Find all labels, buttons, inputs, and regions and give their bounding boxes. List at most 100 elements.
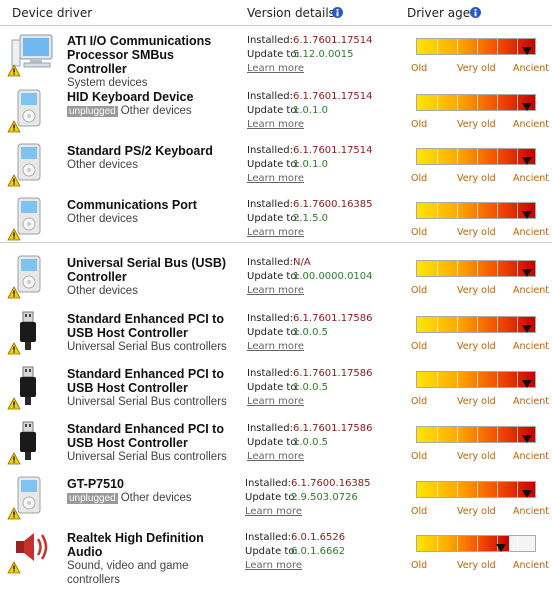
icon-part: [16, 541, 24, 553]
learn-more-link[interactable]: Learn more: [247, 173, 305, 184]
update-version: 1.0.1.0: [293, 159, 328, 170]
icon-part: [23, 62, 51, 68]
installed-version: N/A: [293, 257, 311, 268]
icon: [7, 255, 41, 299]
age-segment: [437, 261, 438, 276]
age-scale-label: Very old: [457, 63, 496, 74]
age-fill: [417, 372, 535, 387]
driver-name: Standard Enhanced PCI to USB Host Contro…: [67, 367, 224, 395]
learn-more-link[interactable]: Learn more: [247, 63, 305, 74]
age-marker: [522, 483, 532, 502]
age-segment: [517, 482, 518, 497]
age-scale-label: Ancient: [513, 341, 549, 352]
age-fill: [417, 317, 535, 332]
icon-part: [13, 124, 15, 129]
category-text: Sound, video and game controllers: [67, 560, 189, 586]
update-label: Update to:: [247, 437, 300, 448]
age-scale-label: Old: [411, 506, 428, 517]
installed-line: Installed: 6.1.7601.17514: [247, 144, 373, 158]
age-segment: [477, 39, 478, 54]
device-icon: [6, 475, 54, 525]
category-text: Other devices: [120, 492, 192, 504]
marker-triangle: [522, 211, 532, 219]
learn-more-link[interactable]: Learn more: [247, 451, 305, 462]
driver-row: Communications Port Other devices Installe…: [0, 194, 552, 248]
learn-more-link[interactable]: Learn more: [247, 285, 305, 296]
age-segment: [457, 372, 458, 387]
installed-version: 6.0.1.6526: [291, 532, 346, 543]
device-icon: [6, 88, 54, 138]
learn-more-link[interactable]: Learn more: [247, 341, 305, 352]
icon-part: [13, 295, 15, 297]
icon-part: [21, 147, 37, 159]
learn-more-link[interactable]: Learn more: [247, 227, 305, 238]
icon-part: [13, 237, 15, 239]
age-segment: [437, 536, 438, 551]
age-scale-label: Ancient: [513, 173, 549, 184]
driver-category: Universal Serial Bus controllers: [67, 450, 242, 464]
icon-part: [13, 406, 15, 408]
update-label: Update to:: [245, 492, 298, 503]
age-scale-label: Old: [411, 119, 428, 130]
icon-part: [25, 342, 31, 350]
age-scale-label: Very old: [457, 285, 496, 296]
icon: [7, 197, 41, 241]
driver-category: System devices: [67, 76, 242, 90]
update-version: 2.1.5.0: [293, 213, 328, 224]
marker-triangle: [522, 103, 532, 111]
age-segment: [457, 149, 458, 164]
installed-line: Installed: 6.0.1.6526: [245, 531, 345, 545]
category-text: Universal Serial Bus controllers: [67, 451, 227, 463]
learn-more-link[interactable]: Learn more: [247, 119, 305, 130]
icon-part: [21, 259, 37, 271]
age-segment: [517, 95, 518, 110]
marker-triangle: [522, 157, 532, 165]
update-line: Update to: 2.1.5.0: [247, 212, 328, 226]
icon-part: [36, 538, 42, 556]
icon: [7, 143, 41, 187]
installed-label: Installed:: [247, 368, 293, 379]
update-version: 1.0.0.5: [293, 382, 328, 393]
icon-part: [27, 222, 31, 226]
driver-category: Sound, video and game controllers: [67, 559, 242, 587]
installed-version: 6.1.7601.17586: [293, 423, 373, 434]
age-segment: [517, 427, 518, 442]
info-icon[interactable]: [470, 7, 481, 18]
installed-line: Installed: N/A: [247, 256, 311, 270]
driver-name: Standard PS/2 Keyboard: [67, 144, 213, 158]
age-segment: [497, 261, 498, 276]
icon-part: [7, 286, 21, 299]
learn-more-link[interactable]: Learn more: [245, 560, 303, 571]
device-icon: [6, 420, 54, 470]
icon-part: [7, 342, 21, 355]
icon-part: [13, 178, 15, 183]
installed-version: 6.1.7600.16385: [291, 478, 371, 489]
learn-more-link[interactable]: Learn more: [247, 396, 305, 407]
category-text: System devices: [67, 77, 148, 89]
age-segment: [517, 203, 518, 218]
update-line: Update to: 5.12.0.0015: [247, 48, 353, 62]
age-segment: [477, 482, 478, 497]
driver-row: ATI I/O Communications Processor SMBus C…: [0, 30, 552, 89]
icon-part: [22, 311, 34, 323]
icon-part: [7, 174, 21, 187]
age-segment: [497, 427, 498, 442]
status-tag: unplugged: [67, 106, 118, 117]
icon: [7, 89, 41, 133]
icon-part: [29, 369, 31, 372]
age-bar: [416, 38, 536, 55]
icon-part: [7, 452, 21, 465]
installed-version: 6.1.7601.17586: [293, 313, 373, 324]
icon-part: [20, 432, 36, 452]
age-scale-label: Old: [411, 341, 428, 352]
age-fill: [417, 482, 535, 497]
info-icon[interactable]: [332, 7, 343, 18]
age-segment: [437, 95, 438, 110]
icon-part: [13, 68, 15, 73]
age-segment: [517, 317, 518, 332]
learn-more-link[interactable]: Learn more: [245, 506, 303, 517]
marker-triangle: [522, 490, 532, 498]
driver-name: Communications Port: [67, 198, 197, 212]
age-scale-label: Very old: [457, 119, 496, 130]
